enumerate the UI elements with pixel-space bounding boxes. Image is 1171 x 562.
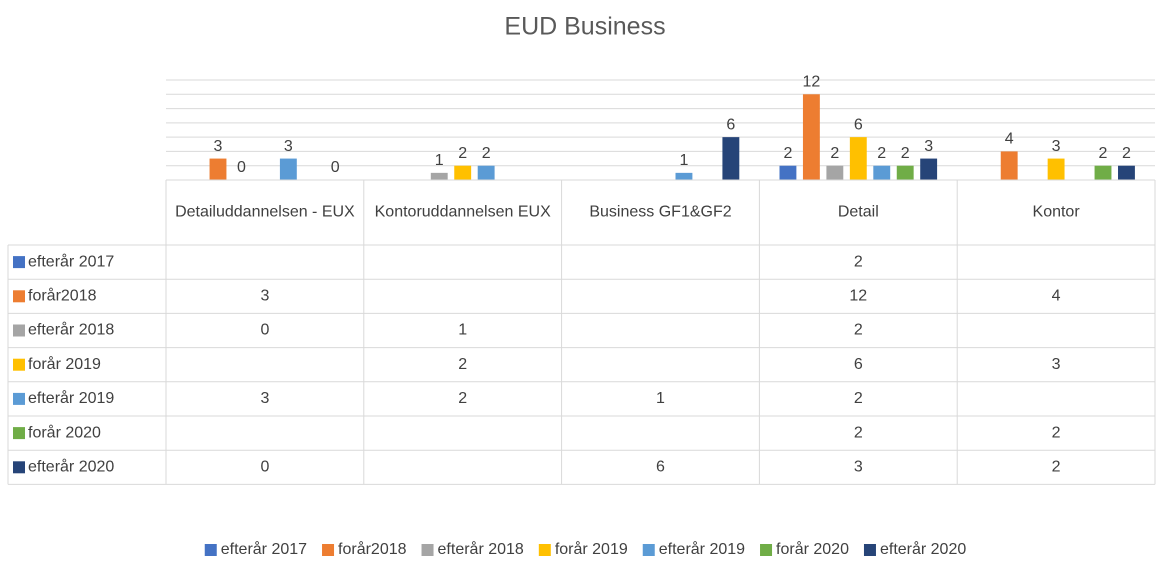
- bar: [1118, 165, 1135, 180]
- table-header: Kontoruddannelsen EUX: [375, 204, 551, 221]
- legend-key: [421, 544, 434, 556]
- row-label: forår 2020: [28, 423, 101, 441]
- data-label: 1: [680, 152, 689, 169]
- legend-key: [13, 358, 25, 371]
- legend-label: efterår 2020: [880, 540, 966, 558]
- bar: [279, 158, 297, 180]
- data-label: 3: [924, 138, 933, 155]
- table-cell: 2: [1052, 424, 1061, 441]
- legend-key: [13, 290, 25, 303]
- data-label: 3: [214, 138, 223, 155]
- legend-key: [13, 461, 25, 474]
- table-cell: 2: [1052, 459, 1061, 476]
- bar: [1000, 151, 1018, 180]
- legend-key: [642, 544, 655, 556]
- bar: [802, 94, 820, 180]
- data-label: 1: [435, 152, 444, 169]
- data-label: 2: [1099, 145, 1108, 162]
- table-cell: 3: [260, 390, 269, 407]
- bar: [1094, 165, 1112, 180]
- data-label: 2: [783, 145, 792, 162]
- table-cell: 3: [260, 288, 269, 305]
- bar: [1047, 158, 1065, 180]
- table-cell: 6: [854, 356, 863, 373]
- table-cell: 0: [260, 322, 269, 339]
- legend-label: forår 2020: [776, 540, 849, 558]
- row-label: efterår 2017: [28, 252, 114, 270]
- legend-key: [13, 392, 25, 405]
- bar: [209, 158, 227, 180]
- table-cell: 2: [854, 322, 863, 339]
- table-cell: 12: [849, 288, 867, 305]
- legend-label: efterår 2017: [221, 540, 307, 558]
- data-label: 0: [237, 159, 246, 176]
- data-label: 2: [458, 145, 467, 162]
- legend-key: [13, 324, 25, 337]
- data-label: 12: [802, 74, 820, 91]
- legend-key: [760, 544, 773, 556]
- table-cell: 3: [854, 459, 863, 476]
- data-label: 2: [877, 145, 886, 162]
- bar: [430, 172, 448, 180]
- bar: [675, 172, 693, 180]
- data-label: 2: [1122, 145, 1131, 162]
- table-header: Business GF1&GF2: [589, 204, 731, 221]
- bar: [873, 165, 891, 180]
- row-label: efterår 2019: [28, 389, 114, 407]
- table-header: Detailuddannelsen - EUX: [175, 204, 355, 221]
- legend-label: forår2018: [338, 540, 407, 558]
- data-label: 4: [1005, 131, 1014, 148]
- table-cell: 1: [458, 322, 467, 339]
- legend-key: [538, 544, 551, 556]
- legend-key: [322, 544, 335, 556]
- data-label: 2: [830, 145, 839, 162]
- row-label: forår 2019: [28, 355, 101, 373]
- data-label: 3: [1052, 138, 1061, 155]
- bar: [896, 165, 914, 180]
- table-cell: 1: [656, 390, 665, 407]
- table-cell: 0: [260, 459, 269, 476]
- bar: [722, 137, 740, 180]
- table-cell: 2: [458, 356, 467, 373]
- data-label: 6: [854, 116, 863, 133]
- table-cell: 4: [1052, 288, 1061, 305]
- data-label: 0: [331, 159, 340, 176]
- legend-key: [13, 256, 25, 269]
- row-label: efterår 2020: [28, 458, 114, 476]
- data-label: 6: [726, 116, 735, 133]
- legend-key: [204, 544, 217, 556]
- bar: [454, 165, 472, 180]
- legend-key: [863, 544, 876, 556]
- table-header: Detail: [838, 204, 879, 221]
- bar: [477, 165, 495, 180]
- table-cell: 2: [854, 253, 863, 270]
- table-cell: 6: [656, 459, 665, 476]
- legend-label: efterår 2018: [438, 540, 524, 558]
- data-label: 2: [482, 145, 491, 162]
- table-header: Kontor: [1033, 204, 1081, 221]
- bar: [826, 165, 844, 180]
- table-cell: 2: [458, 390, 467, 407]
- row-label: efterår 2018: [28, 321, 114, 339]
- bar: [779, 165, 797, 180]
- bar: [920, 158, 938, 180]
- row-label: forår2018: [28, 287, 97, 305]
- bar: [849, 137, 867, 180]
- legend-key: [13, 427, 25, 440]
- legend-label: forår 2019: [555, 540, 628, 558]
- table-cell: 2: [854, 390, 863, 407]
- table-cell: 3: [1052, 356, 1061, 373]
- data-label: 3: [284, 138, 293, 155]
- table-cell: 2: [854, 424, 863, 441]
- data-label: 2: [901, 145, 910, 162]
- chart-title: EUD Business: [504, 13, 665, 41]
- legend-label: efterår 2019: [659, 540, 745, 558]
